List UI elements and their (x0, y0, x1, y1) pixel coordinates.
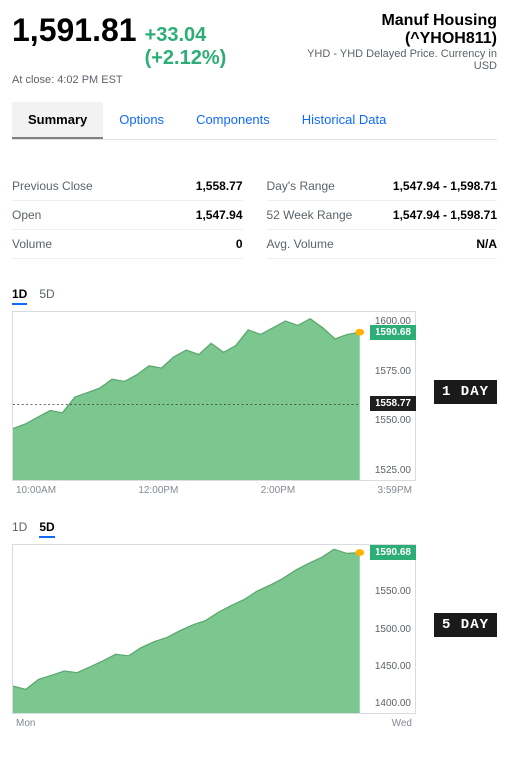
stat-value: 0 (236, 237, 243, 251)
symbol-title: Manuf Housing (^YHOH811) (286, 12, 497, 48)
x-axis-label: 2:00PM (261, 485, 295, 496)
stat-row: 52 Week Range 1,547.94 - 1,598.71 (267, 201, 498, 230)
stat-value: N/A (476, 237, 497, 251)
stat-value: 1,558.77 (196, 179, 243, 193)
x-axis-label: 10:00AM (16, 485, 56, 496)
chart1-range-tabs: 1D 5D (12, 287, 416, 305)
x-axis-label: Wed (392, 718, 412, 729)
price-change: +33.04 (+2.12%) (145, 24, 287, 70)
current-price-badge: 1590.68 (370, 545, 416, 560)
stat-label: Avg. Volume (267, 237, 334, 251)
main-tabs: SummaryOptionsComponentsHistorical Data (12, 102, 497, 140)
prev-close-badge: 1558.77 (370, 396, 416, 411)
current-price: 1,591.81 (12, 12, 137, 49)
symbol-subtitle: YHD - YHD Delayed Price. Currency in USD (286, 48, 497, 72)
badge-5day: 5 DAY (434, 613, 497, 637)
close-time: At close: 4:02 PM EST (12, 74, 497, 86)
range-tab-1d[interactable]: 1D (12, 287, 27, 305)
tab-options[interactable]: Options (103, 102, 180, 139)
badge-1day: 1 DAY (434, 380, 497, 404)
stat-value: 1,547.94 - 1,598.71 (393, 208, 497, 222)
chart-5d: 1600.001550.001500.001450.001400.00 1590… (12, 544, 416, 714)
stat-row: Previous Close 1,558.77 (12, 172, 243, 201)
current-price-badge: 1590.68 (370, 325, 416, 340)
tab-historical-data[interactable]: Historical Data (286, 102, 403, 139)
range-tab-1d[interactable]: 1D (12, 520, 27, 538)
x-axis-label: 3:59PM (378, 485, 412, 496)
chart2-range-tabs: 1D 5D (12, 520, 416, 538)
stat-value: 1,547.94 (196, 208, 243, 222)
stat-row: Day's Range 1,547.94 - 1,598.71 (267, 172, 498, 201)
x-axis-label: 12:00PM (138, 485, 178, 496)
stat-row: Open 1,547.94 (12, 201, 243, 230)
stat-row: Volume 0 (12, 230, 243, 259)
range-tab-5d[interactable]: 5D (39, 287, 54, 305)
tab-summary[interactable]: Summary (12, 102, 103, 139)
chart-1d: 1600.001575.001550.001525.00 1590.681558… (12, 311, 416, 481)
x-axis-label: Mon (16, 718, 35, 729)
range-tab-5d[interactable]: 5D (39, 520, 54, 538)
stats-table: Previous Close 1,558.77 Open 1,547.94 Volume… (12, 172, 497, 259)
stat-label: Open (12, 208, 41, 222)
stat-label: 52 Week Range (267, 208, 353, 222)
stat-label: Day's Range (267, 179, 335, 193)
stat-label: Volume (12, 237, 52, 251)
stat-label: Previous Close (12, 179, 93, 193)
tab-components[interactable]: Components (180, 102, 286, 139)
stat-value: 1,547.94 - 1,598.71 (393, 179, 497, 193)
stat-row: Avg. Volume N/A (267, 230, 498, 259)
